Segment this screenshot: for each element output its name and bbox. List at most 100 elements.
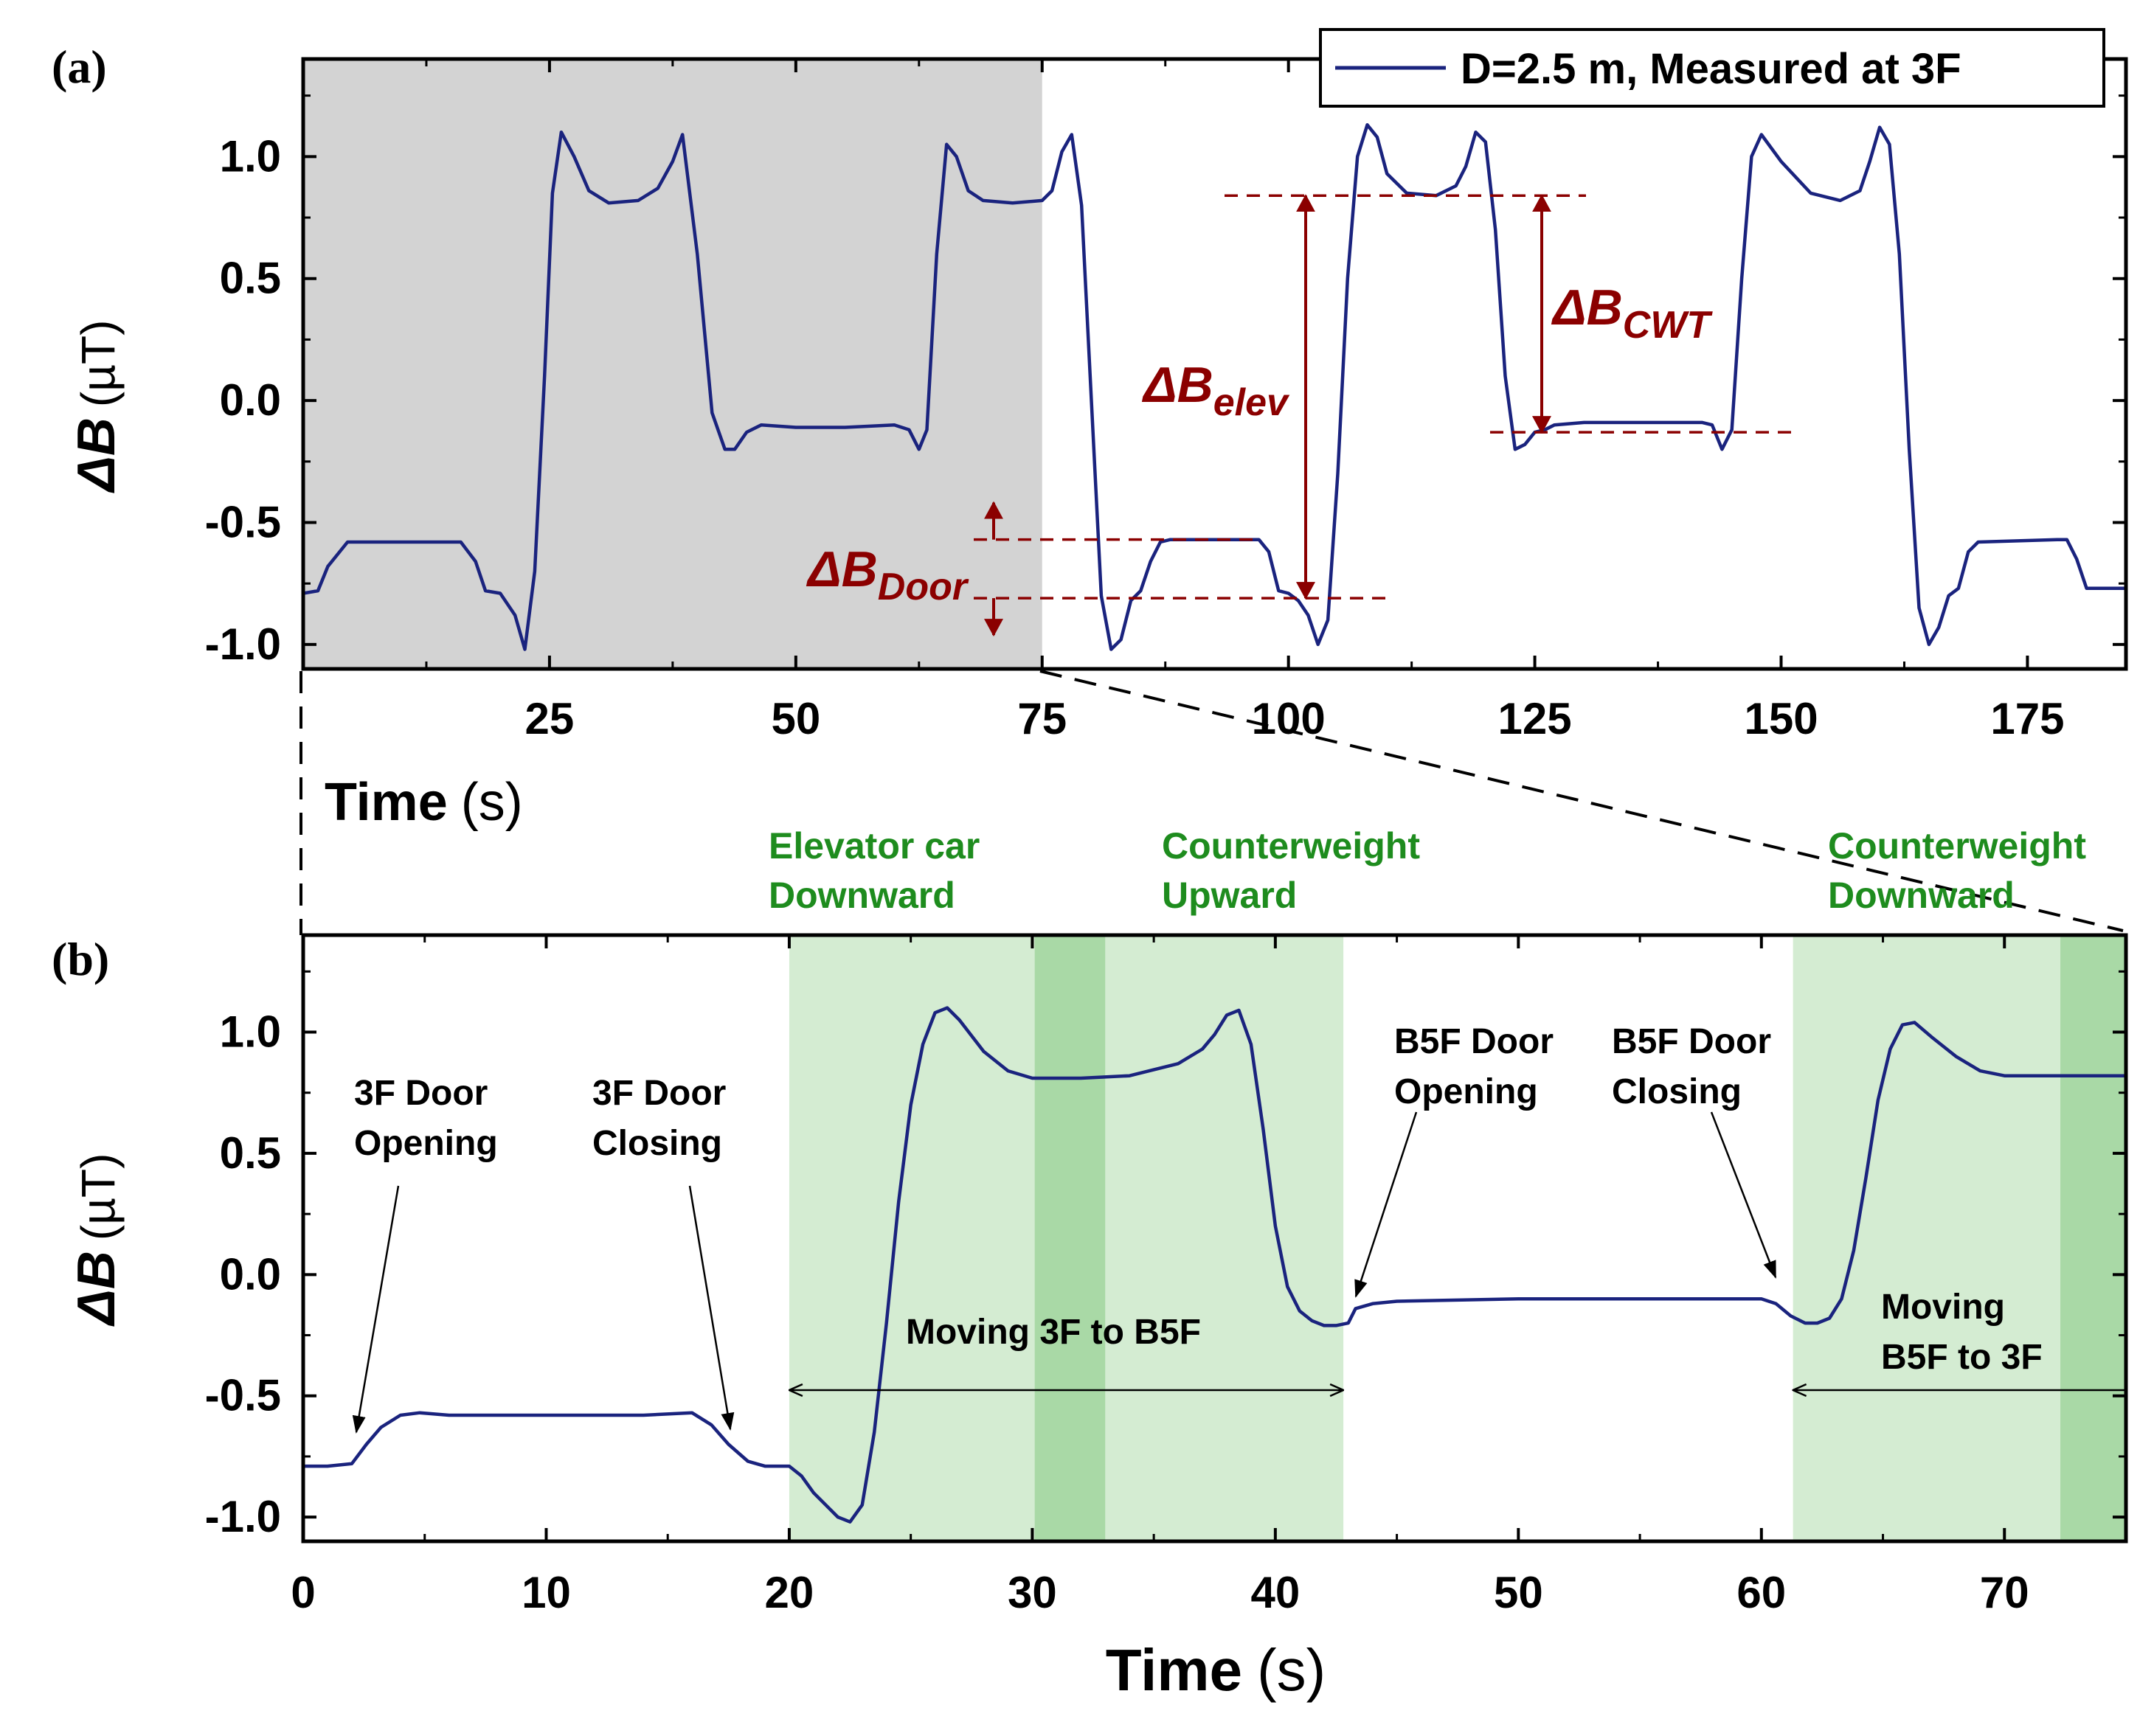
x-tick-label: 30: [1008, 1568, 1057, 1617]
event-label-line: Closing: [592, 1124, 722, 1163]
y-tick-label: -1.0: [205, 619, 281, 669]
y-tick-label: 1.0: [220, 131, 281, 181]
panel-b-yunit: (µT): [72, 1153, 125, 1241]
panel-a-x-axis-label: Time (s): [325, 773, 523, 832]
event-label-line: B5F Door: [1394, 1022, 1554, 1061]
phase-label-elevator-down: Elevator car Downward: [769, 825, 980, 916]
span-label-b5f-to-3f: Moving B5F to 3F: [1881, 1288, 2043, 1377]
x-tick-label: 20: [765, 1568, 814, 1617]
x-tick-label: 10: [522, 1568, 571, 1617]
y-tick-label: 0.5: [220, 1128, 281, 1178]
span-label-line: Moving: [1881, 1288, 2005, 1327]
x-tick-label: 75: [1017, 694, 1067, 743]
shaded-region: [2060, 935, 2126, 1541]
panel-b-y-tick-labels: -1.0 -0.5 0.0 0.5 1.0: [205, 1007, 281, 1542]
panel-a-xlabel: Time: [325, 773, 448, 832]
event-3f-door-opening: 3F Door Opening: [354, 1074, 498, 1163]
phase-label-line: Counterweight: [1162, 825, 1420, 867]
panel-a-yunit: (µT): [72, 320, 125, 408]
x-tick-label: 0: [291, 1568, 315, 1617]
phase-label-cwt-up: Counterweight Upward: [1162, 825, 1420, 916]
y-tick-label: 1.0: [220, 1007, 281, 1057]
legend-label: D=2.5 m, Measured at 3F: [1461, 45, 1961, 93]
panel-a-series-line: [303, 123, 2126, 651]
panel-a-y-axis-label: ΔB (µT): [67, 320, 126, 494]
delta-b-door-label: ΔBDoor: [806, 541, 969, 608]
x-tick-label: 70: [1980, 1568, 2029, 1617]
panel-b-frame: [301, 933, 2128, 1544]
span-label-line: B5F to 3F: [1881, 1338, 2043, 1377]
delta-b-elev-main: ΔB: [1141, 357, 1213, 413]
event-label-line: 3F Door: [354, 1074, 488, 1113]
delta-b-door-main: ΔB: [806, 541, 878, 597]
span-label-3f-to-b5f: Moving 3F to B5F: [906, 1313, 1201, 1352]
event-label-line: 3F Door: [592, 1074, 726, 1113]
x-tick-label: 25: [525, 694, 575, 743]
x-tick-label: 40: [1250, 1568, 1300, 1617]
panel-a-x-tick-labels: 25 50 75 100 125 150 175: [525, 694, 2065, 743]
panel-b-y-axis-label: ΔB (µT): [67, 1153, 126, 1327]
event-label-line: Opening: [354, 1124, 498, 1163]
panel-a-label: (a): [52, 41, 107, 93]
delta-b-cwt-sub: CWT: [1623, 304, 1714, 347]
x-tick-label: 125: [1498, 694, 1572, 743]
phase-label-cwt-down: Counterweight Downward: [1828, 825, 2086, 916]
panel-a: (a) 25 50 75 100 125 150 175 -1.0 -0.5 0.0 0.5 1.0…: [52, 28, 2128, 832]
delta-b-cwt-main: ΔB: [1551, 280, 1623, 336]
panel-b-x-tick-labels: 0 10 20 30 40 50 60 70: [291, 1568, 2029, 1617]
y-tick-label: 0.0: [220, 1249, 281, 1299]
zoom-connector-right: [1039, 670, 2124, 932]
phase-label-line: Counterweight: [1828, 825, 2086, 867]
event-3f-door-closing: 3F Door Closing: [592, 1074, 726, 1163]
event-label-line: Closing: [1612, 1072, 1742, 1111]
x-tick-label: 150: [1744, 694, 1818, 743]
event-arrow-b5f-opening: [1354, 1111, 1418, 1298]
delta-b-elev-sub: elev: [1213, 381, 1290, 424]
event-b5f-door-closing: B5F Door Closing: [1612, 1022, 1771, 1111]
panel-a-ylabel: ΔB: [67, 417, 126, 493]
span-labels: Moving 3F to B5F Moving B5F to 3F: [789, 1288, 2126, 1390]
phase-label-line: Elevator car: [769, 825, 980, 867]
x-tick-label: 100: [1252, 694, 1326, 743]
y-tick-label: -0.5: [205, 1371, 281, 1420]
event-arrow-3f-opening: [352, 1185, 400, 1434]
phase-label-line: Upward: [1162, 875, 1297, 916]
event-label-line: B5F Door: [1612, 1022, 1771, 1061]
panel-a-ticks: [303, 59, 2126, 669]
y-tick-label: -0.5: [205, 498, 281, 547]
panel-b-series-line: [303, 1006, 2126, 1524]
phase-label-line: Downward: [1828, 875, 2015, 916]
panel-b-shaded-regions: [789, 935, 2126, 1541]
panel-a-annotations: ΔBDoor ΔBelev ΔBCWT: [806, 194, 1800, 637]
panel-b-label: (b): [52, 933, 109, 985]
delta-b-cwt-label: ΔBCWT: [1551, 280, 1713, 347]
panel-a-y-tick-labels: -1.0 -0.5 0.0 0.5 1.0: [205, 131, 281, 669]
shaded-region: [1034, 935, 1106, 1541]
event-arrow-b5f-closing: [1710, 1111, 1777, 1279]
event-labels: 3F Door Opening 3F Door Closing B5F Door Op…: [352, 1022, 1777, 1434]
panel-b-x-axis-label: Time (s): [1106, 1637, 1326, 1703]
x-tick-label: 175: [1990, 694, 2064, 743]
delta-b-door-sub: Door: [878, 566, 969, 608]
panel-a-xunit: (s): [461, 773, 523, 832]
legend: D=2.5 m, Measured at 3F: [1319, 28, 2105, 108]
span-label-line: Moving 3F to B5F: [906, 1313, 1201, 1352]
phase-label-line: Downward: [769, 875, 955, 916]
event-arrow-3f-closing: [688, 1185, 735, 1431]
panel-b-ylabel: ΔB: [67, 1251, 126, 1327]
x-tick-label: 50: [1494, 1568, 1543, 1617]
x-tick-label: 60: [1736, 1568, 1786, 1617]
phase-labels: Elevator car Downward Counterweight Upward…: [769, 825, 2086, 916]
panel-b-xunit: (s): [1257, 1637, 1326, 1703]
y-tick-label: 0.0: [220, 375, 281, 425]
panel-b-xlabel: Time: [1106, 1637, 1242, 1703]
panel-b: (b) 0 10 20 30 40 50 60 70 -1.0 -0.5 0.0 0.5 1.0 Ti…: [52, 825, 2128, 1703]
x-tick-label: 50: [771, 694, 820, 743]
y-tick-label: -1.0: [205, 1492, 281, 1541]
y-tick-label: 0.5: [220, 254, 281, 303]
delta-b-elev-label: ΔBelev: [1141, 357, 1290, 424]
event-b5f-door-opening: B5F Door Opening: [1394, 1022, 1554, 1111]
panel-a-frame: [301, 57, 2128, 671]
event-label-line: Opening: [1394, 1072, 1538, 1111]
